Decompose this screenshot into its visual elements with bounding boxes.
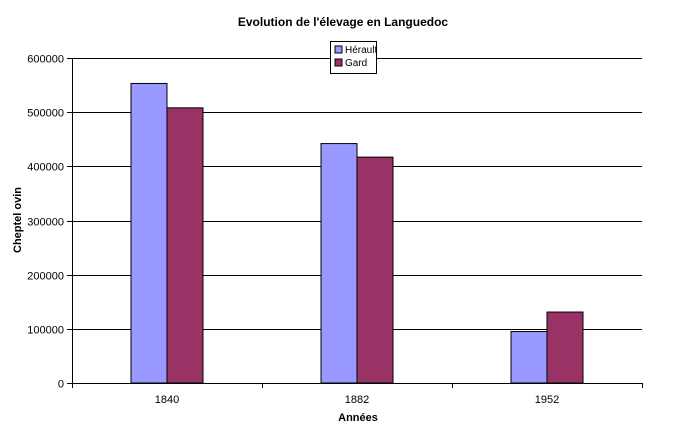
bars xyxy=(130,82,584,384)
y-tick-label: 400000 xyxy=(27,162,64,174)
bar-gard-1882 xyxy=(356,156,394,384)
y-tick-label: 500000 xyxy=(27,108,64,120)
legend-label: Gard xyxy=(345,58,367,69)
y-tick-label: 200000 xyxy=(27,271,64,283)
legend: Hérault Gard xyxy=(330,41,377,74)
legend-swatch xyxy=(334,58,343,67)
y-tick-label: 300000 xyxy=(27,217,64,229)
bar-hrault-1840 xyxy=(130,82,168,384)
bar-gard-1952 xyxy=(546,311,584,384)
x-tick-label: 1840 xyxy=(155,394,179,406)
bar-hrault-1952 xyxy=(510,331,548,384)
y-tick-label: 600000 xyxy=(27,54,64,66)
axes: 0 100000 200000 300000 400000 500000 600000 184… xyxy=(27,54,643,406)
legend-label: Hérault xyxy=(345,45,377,56)
y-axis-title: Cheptel ovin xyxy=(12,187,24,253)
y-tick-label: 100000 xyxy=(27,325,64,337)
legend-swatch xyxy=(334,45,343,54)
y-tick-label: 0 xyxy=(58,379,64,391)
chart-title: Evolution de l'élevage en Languedoc xyxy=(238,15,449,29)
x-tick-label: 1882 xyxy=(345,394,369,406)
bar-hrault-1882 xyxy=(320,143,358,384)
bar-gard-1840 xyxy=(166,107,204,384)
x-tick-label: 1952 xyxy=(535,394,559,406)
x-axis-title: Années xyxy=(338,412,378,424)
